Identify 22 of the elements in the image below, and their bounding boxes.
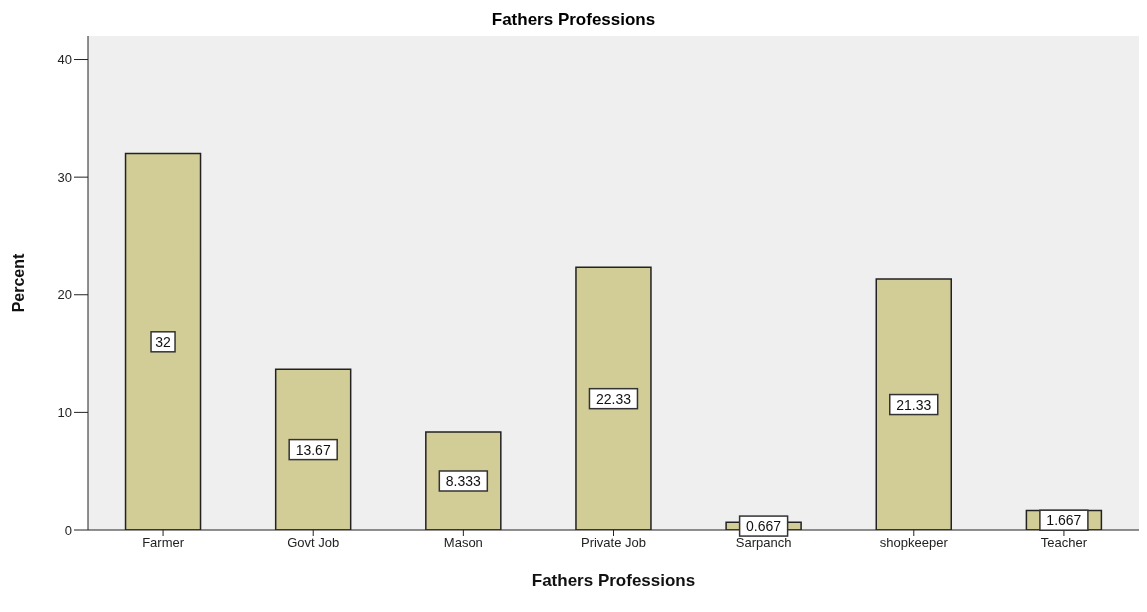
- data-label: 8.333: [445, 472, 482, 489]
- data-label: 1.667: [1046, 512, 1082, 529]
- x-tick-label: Govt Job: [287, 535, 340, 551]
- y-tick-label: 30: [57, 169, 72, 185]
- x-tick-label: Farmer: [142, 535, 185, 551]
- y-tick-label: 10: [57, 405, 72, 420]
- x-tick-label: Private Job: [580, 535, 647, 551]
- x-tick-label: Teacher: [1040, 535, 1088, 551]
- y-axis-title: Percent: [9, 252, 27, 313]
- x-tick-label: Mason: [443, 535, 483, 551]
- chart-title: Fathers Professions: [490, 10, 657, 30]
- data-label: 22.33: [595, 390, 632, 407]
- data-label: 21.33: [896, 396, 932, 413]
- y-tick-label: 40: [57, 52, 72, 68]
- y-tick-label: 20: [57, 287, 72, 303]
- data-label: 32: [155, 333, 172, 350]
- x-axis-title: Fathers Professions: [531, 571, 696, 590]
- x-tick-label: Sarpanch: [735, 535, 792, 551]
- data-label: 0.667: [746, 518, 782, 535]
- y-tick-label: 0: [64, 522, 72, 538]
- x-tick-label: shopkeeper: [879, 535, 949, 551]
- data-label: 13.67: [295, 441, 331, 458]
